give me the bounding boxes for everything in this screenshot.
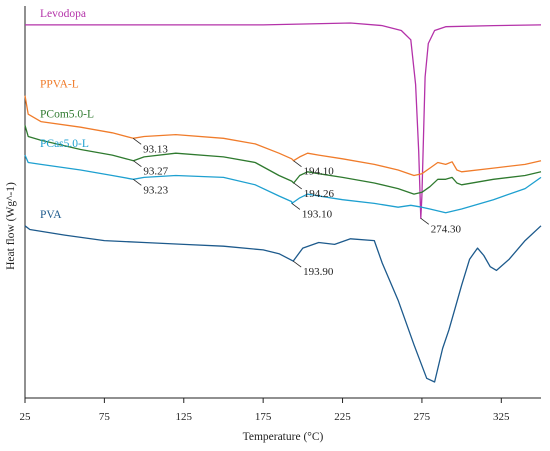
series-label-pcas5-0-l: PCas5.0-L [40, 138, 89, 150]
series-label-ppva-l: PPVA-L [40, 79, 79, 91]
series-line-levodopa [25, 22, 542, 219]
annotation-leader [291, 203, 301, 210]
x-ticks: 25 75 125 175 225 275 325 [20, 398, 510, 423]
x-tick-label: 225 [334, 411, 351, 423]
annotation-label: 193.90 [303, 266, 334, 278]
annotation-label: 93.27 [143, 166, 168, 178]
annotation-label: 194.10 [303, 166, 334, 178]
annotation-label: 274.30 [431, 223, 462, 235]
x-tick-label: 175 [255, 411, 272, 423]
annotation-leader [133, 160, 142, 167]
annotation-label: 194.26 [304, 188, 335, 200]
series-line-pcom5-0-l [24, 125, 542, 195]
series-label-levodopa: Levodopa [40, 8, 86, 20]
y-axis-title: Heat flow (Wg^-1) [5, 182, 17, 270]
annotation-leader [132, 138, 142, 145]
peak-annotations: 274.30 93.13 194.10 93.27 194.26 93.23 193.10 1… [132, 138, 462, 278]
annotation-label: 93.13 [143, 143, 168, 155]
annotation-leader [293, 160, 302, 167]
series-labels: Levodopa PPVA-L PCom5.0-L PCas5.0-L PVA [40, 8, 94, 221]
axes [24, 6, 541, 399]
series-lines [24, 22, 542, 383]
x-tick-label: 125 [176, 411, 193, 423]
series-line-pcas5-0-l [24, 154, 542, 214]
series-label-pcom5-0-l: PCom5.0-L [40, 108, 94, 120]
series-line-ppva-l [24, 95, 542, 177]
annotation-leader [133, 178, 142, 186]
x-tick-label: 325 [493, 411, 510, 423]
annotation-label: 93.23 [143, 184, 168, 196]
annotation-leader [292, 260, 302, 268]
x-tick-label: 275 [414, 411, 431, 423]
x-axis-title: Temperature (°C) [243, 431, 324, 443]
series-label-pva: PVA [40, 209, 62, 221]
x-tick-label: 75 [99, 411, 111, 423]
series-line-pva [24, 225, 542, 383]
annotation-leader [293, 182, 302, 190]
annotation-leader [420, 218, 430, 225]
annotation-label: 193.10 [302, 208, 333, 220]
x-tick-label: 25 [20, 411, 32, 423]
